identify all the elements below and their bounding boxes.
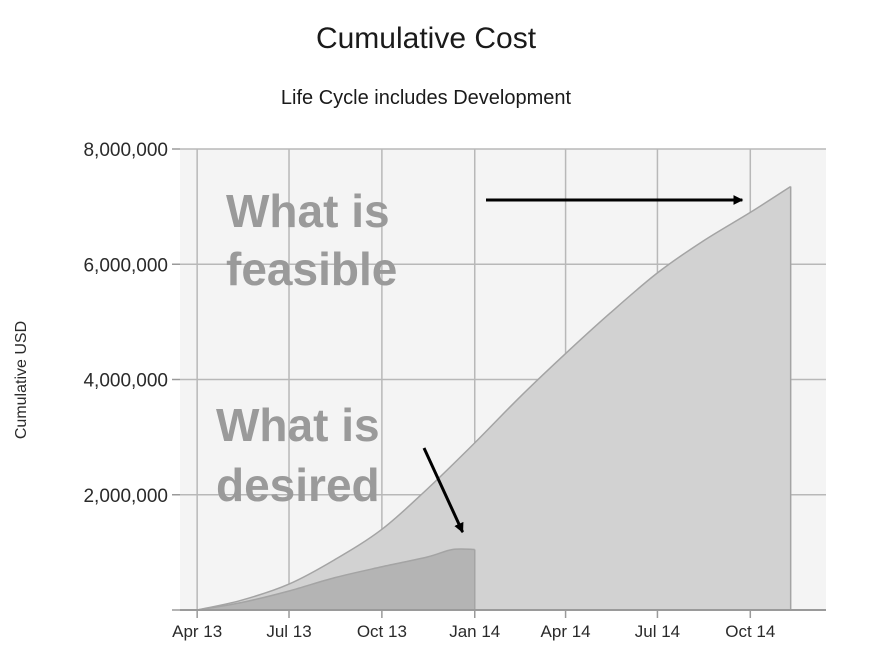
annotation-desired-line1: What is: [216, 399, 380, 451]
x-tick-label: Apr 13: [172, 622, 222, 641]
annotation-desired-line2: desired: [216, 459, 380, 511]
x-tick-label: Jul 14: [635, 622, 680, 641]
y-tick-label: 6,000,000: [83, 255, 168, 276]
y-axis-label: Cumulative USD: [13, 321, 30, 439]
annotation-feasible-line2: feasible: [226, 243, 397, 295]
x-tick-label: Oct 13: [357, 622, 407, 641]
annotation-feasible-line1: What is: [226, 185, 390, 237]
y-tick-labels: 2,000,000 4,000,000 6,000,000 8,000,000: [83, 140, 168, 507]
area-series-1-line: [196, 185, 792, 611]
x-tick-label: Oct 14: [725, 622, 775, 641]
annotation-feasible: What is feasible: [226, 185, 402, 295]
y-tick-label: 2,000,000: [83, 486, 168, 507]
chart-title: Cumulative Cost: [316, 22, 537, 55]
area-series-2-line: [197, 548, 475, 611]
y-tick-label: 8,000,000: [83, 140, 168, 161]
x-tick-label: Jul 13: [266, 622, 311, 641]
chart-subtitle: Life Cycle includes Development: [281, 87, 572, 109]
axes: [172, 148, 826, 618]
y-tick-label: 4,000,000: [83, 371, 168, 392]
area-series-2-fill: [197, 548, 475, 610]
annotation-desired-arrow: [422, 447, 464, 533]
area-series: [196, 185, 792, 611]
area-series-1-fill: [197, 186, 791, 611]
annotation-desired: What is desired: [216, 399, 392, 511]
x-tick-label: Jan 14: [449, 622, 500, 641]
x-tick-label: Apr 14: [541, 622, 591, 641]
x-tick-labels: Apr 13 Jul 13 Oct 13 Jan 14 Apr 14 Jul 14 Oct …: [172, 622, 775, 641]
